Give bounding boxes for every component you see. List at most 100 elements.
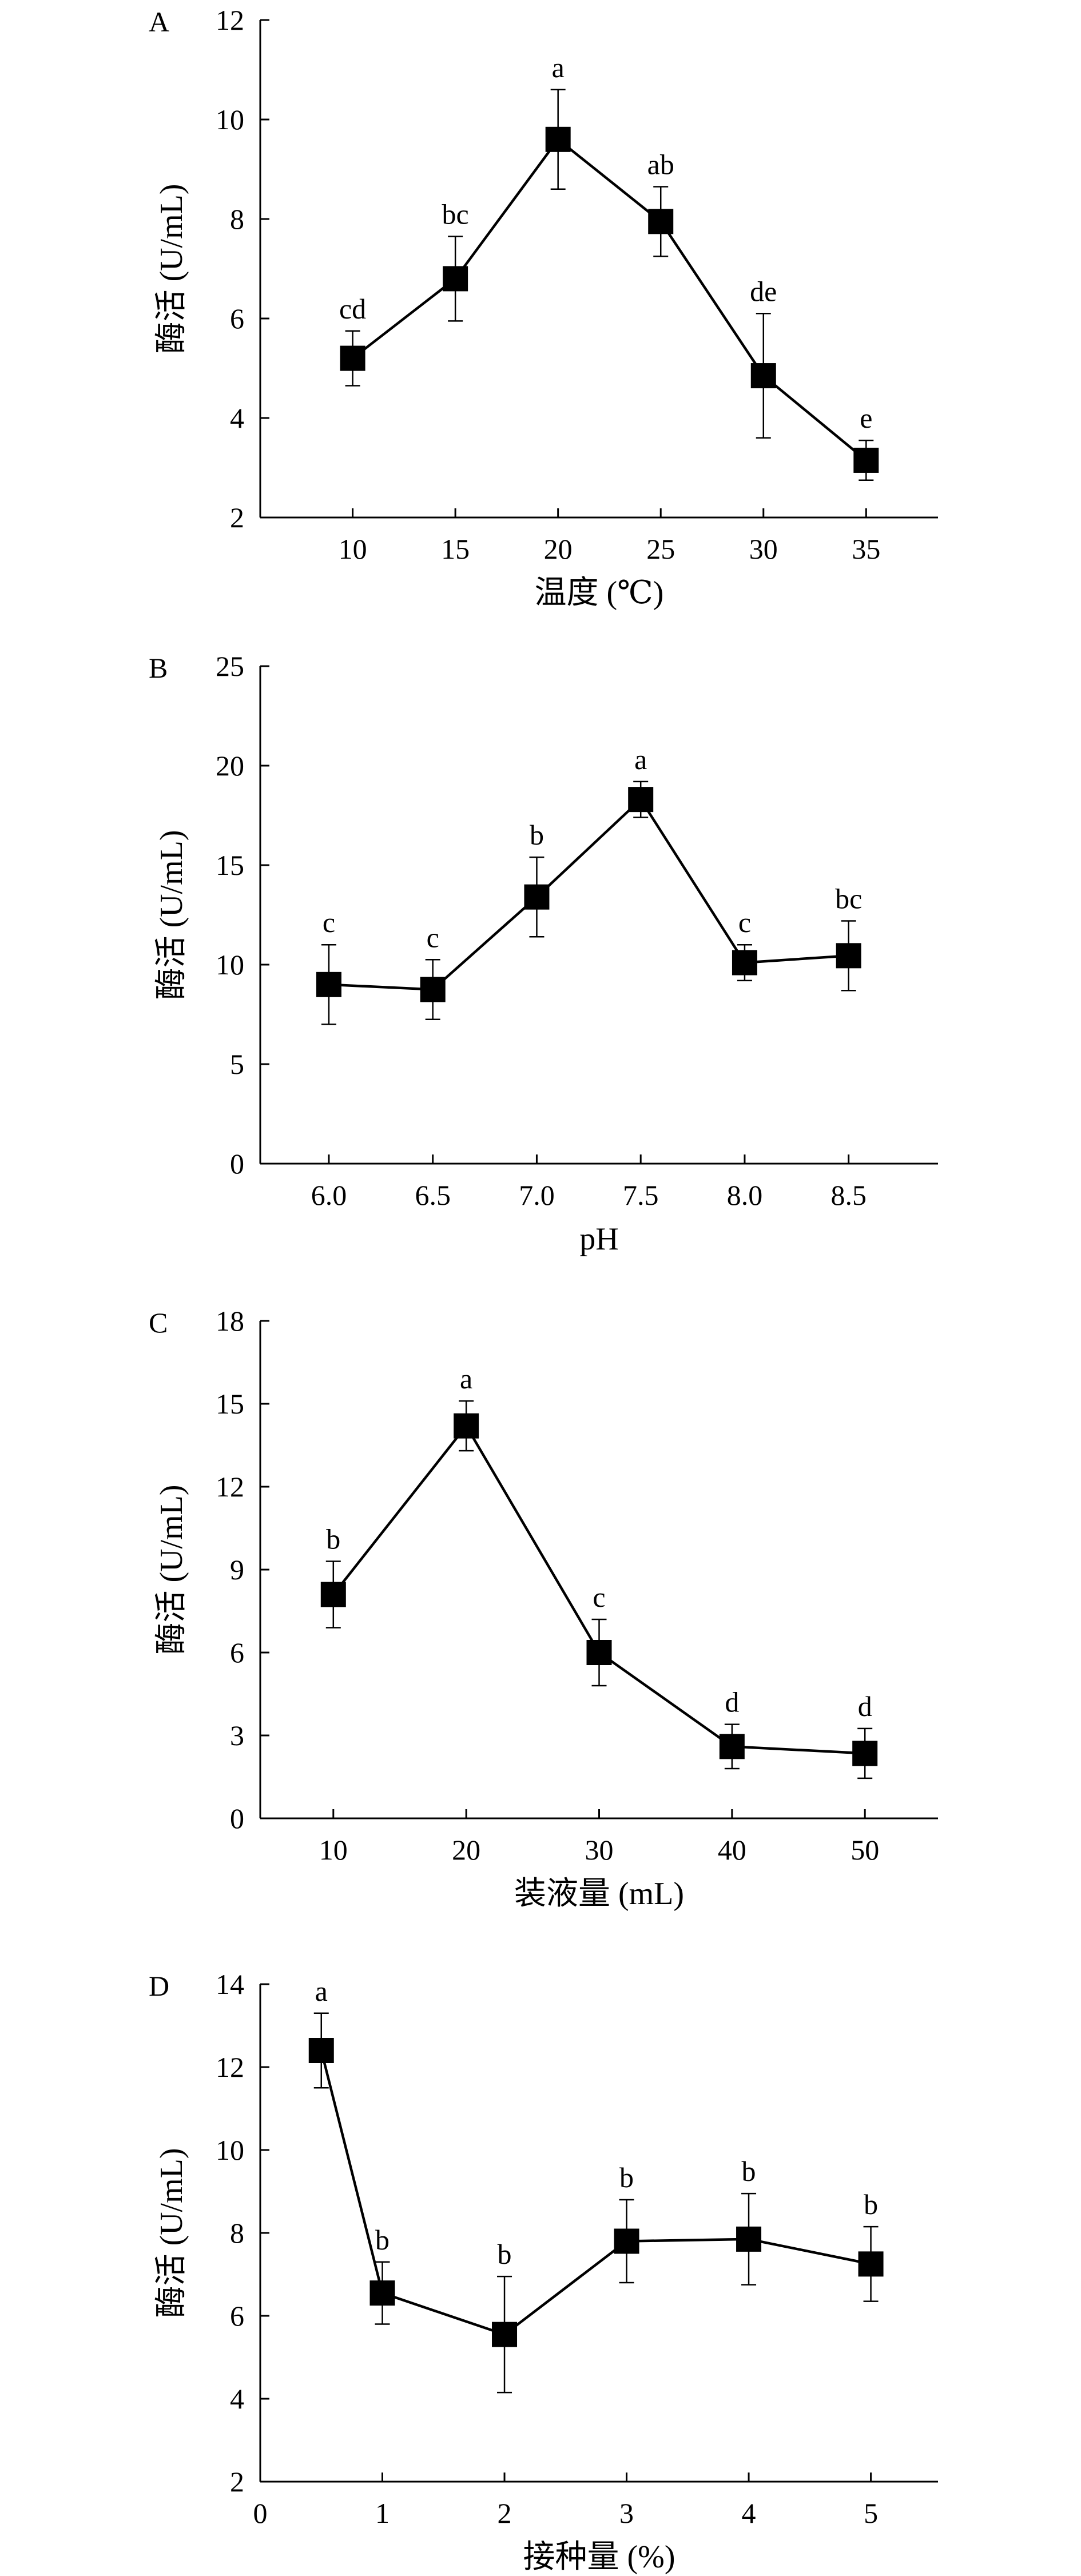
significance-label: bc xyxy=(835,882,862,914)
significance-label: c xyxy=(427,921,439,953)
x-tick-label: 25 xyxy=(646,533,675,565)
y-tick-label: 15 xyxy=(216,849,244,881)
data-point xyxy=(545,126,571,152)
y-axis-title: 酶活 (U/mL) xyxy=(154,1484,189,1654)
x-tick-label: 50 xyxy=(851,1834,879,1866)
x-tick-label: 5 xyxy=(864,2497,878,2529)
significance-label: a xyxy=(460,1363,472,1395)
x-tick-label: 4 xyxy=(742,2497,756,2529)
x-tick-label: 20 xyxy=(452,1834,480,1866)
data-point xyxy=(858,2251,884,2277)
series-line xyxy=(352,137,867,461)
data-point xyxy=(443,266,468,292)
data-point xyxy=(648,209,674,234)
y-tick-label: 12 xyxy=(216,2051,244,2083)
chart-panel-a: A 2 4 6 8 10 12 10 15 20 25 30 35 温度 (℃) 酶活 (U/mL) cd bc… xyxy=(149,4,938,611)
significance-label: a xyxy=(552,51,565,83)
panel-letter: D xyxy=(149,1970,169,2002)
significance-label: b xyxy=(375,2224,390,2256)
y-tick-label: 5 xyxy=(230,1048,244,1080)
data-point xyxy=(492,2322,518,2347)
x-tick-label: 6.5 xyxy=(415,1179,451,1211)
x-tick-label: 30 xyxy=(585,1834,614,1866)
significance-label: b xyxy=(530,819,544,851)
data-point xyxy=(614,2228,639,2254)
data-point xyxy=(736,2226,762,2252)
data-point xyxy=(454,1413,479,1439)
significance-label: b xyxy=(619,2161,634,2193)
data-point xyxy=(719,1734,745,1759)
data-point xyxy=(732,950,757,976)
significance-label: a xyxy=(634,743,647,775)
x-tick-label: 35 xyxy=(852,533,880,565)
y-tick-label: 2 xyxy=(230,501,244,533)
x-axis-title: 装液量 (mL) xyxy=(514,1876,684,1912)
x-axis-title: 接种量 (%) xyxy=(523,2539,675,2575)
panel-letter: C xyxy=(149,1307,168,1339)
data-point xyxy=(340,345,365,371)
panel-letter: A xyxy=(149,6,169,38)
y-tick-label: 25 xyxy=(216,650,244,682)
series-line xyxy=(328,797,849,991)
series-line xyxy=(320,2050,872,2336)
significance-label: b xyxy=(326,1523,340,1555)
data-point xyxy=(836,943,861,969)
data-point xyxy=(308,2038,334,2063)
x-axis-title: 温度 (℃) xyxy=(535,575,664,611)
chart-panel-c: C 0 3 6 9 12 15 18 10 20 30 40 50 装液量 (mL) 酶活 (U/mL) b a… xyxy=(149,1305,938,1912)
y-tick-label: 8 xyxy=(230,2217,244,2249)
significance-label: c xyxy=(323,906,335,938)
x-tick-label: 10 xyxy=(339,533,367,565)
significance-label: a xyxy=(315,1975,328,2007)
x-tick-label: 8.5 xyxy=(830,1179,867,1211)
data-point xyxy=(750,363,776,389)
x-tick-label: 1 xyxy=(375,2497,390,2529)
significance-label: de xyxy=(750,275,777,307)
x-tick-label: 15 xyxy=(441,533,470,565)
data-point xyxy=(369,2280,395,2306)
y-tick-label: 10 xyxy=(216,103,244,136)
y-tick-label: 10 xyxy=(216,2134,244,2166)
y-axis-title: 酶活 (U/mL) xyxy=(154,830,189,1000)
significance-label: c xyxy=(738,906,751,938)
significance-label: ab xyxy=(647,148,674,180)
y-tick-label: 8 xyxy=(230,203,244,235)
significance-label: cd xyxy=(339,293,366,325)
significance-label: bc xyxy=(442,198,469,230)
y-tick-label: 6 xyxy=(230,2300,244,2332)
x-tick-label: 3 xyxy=(619,2497,634,2529)
chart-panel-b: B 0 5 10 15 20 25 6.0 6.5 7.0 7.5 8.0 8.5 pH 酶活 (U/mL)… xyxy=(149,650,938,1257)
x-tick-label: 40 xyxy=(718,1834,746,1866)
significance-label: d xyxy=(725,1686,739,1718)
y-tick-label: 15 xyxy=(216,1388,244,1420)
data-point xyxy=(524,884,550,910)
x-tick-label: 2 xyxy=(498,2497,512,2529)
y-tick-label: 0 xyxy=(230,1802,244,1834)
y-tick-label: 3 xyxy=(230,1719,244,1751)
y-tick-label: 4 xyxy=(230,402,244,434)
x-axis-title: pH xyxy=(579,1221,618,1257)
y-tick-label: 6 xyxy=(230,302,244,335)
y-tick-label: 10 xyxy=(216,949,244,981)
data-point xyxy=(853,447,879,473)
y-tick-label: 2 xyxy=(230,2466,244,2498)
y-axis-title: 酶活 (U/mL) xyxy=(154,184,189,353)
significance-label: b xyxy=(742,2155,756,2187)
data-point xyxy=(320,1582,346,1607)
data-point xyxy=(420,977,446,1002)
significance-label: c xyxy=(593,1581,605,1613)
data-point xyxy=(852,1741,878,1766)
y-tick-label: 12 xyxy=(216,4,244,36)
significance-label: e xyxy=(860,402,872,434)
data-point xyxy=(628,787,654,813)
data-point xyxy=(316,972,341,997)
y-tick-label: 18 xyxy=(216,1305,244,1337)
x-tick-label: 6.0 xyxy=(311,1179,347,1211)
panel-letter: B xyxy=(149,652,168,684)
x-tick-label: 7.0 xyxy=(519,1179,555,1211)
y-tick-label: 4 xyxy=(230,2383,244,2415)
significance-label: b xyxy=(498,2238,512,2270)
x-tick-label: 20 xyxy=(544,533,573,565)
